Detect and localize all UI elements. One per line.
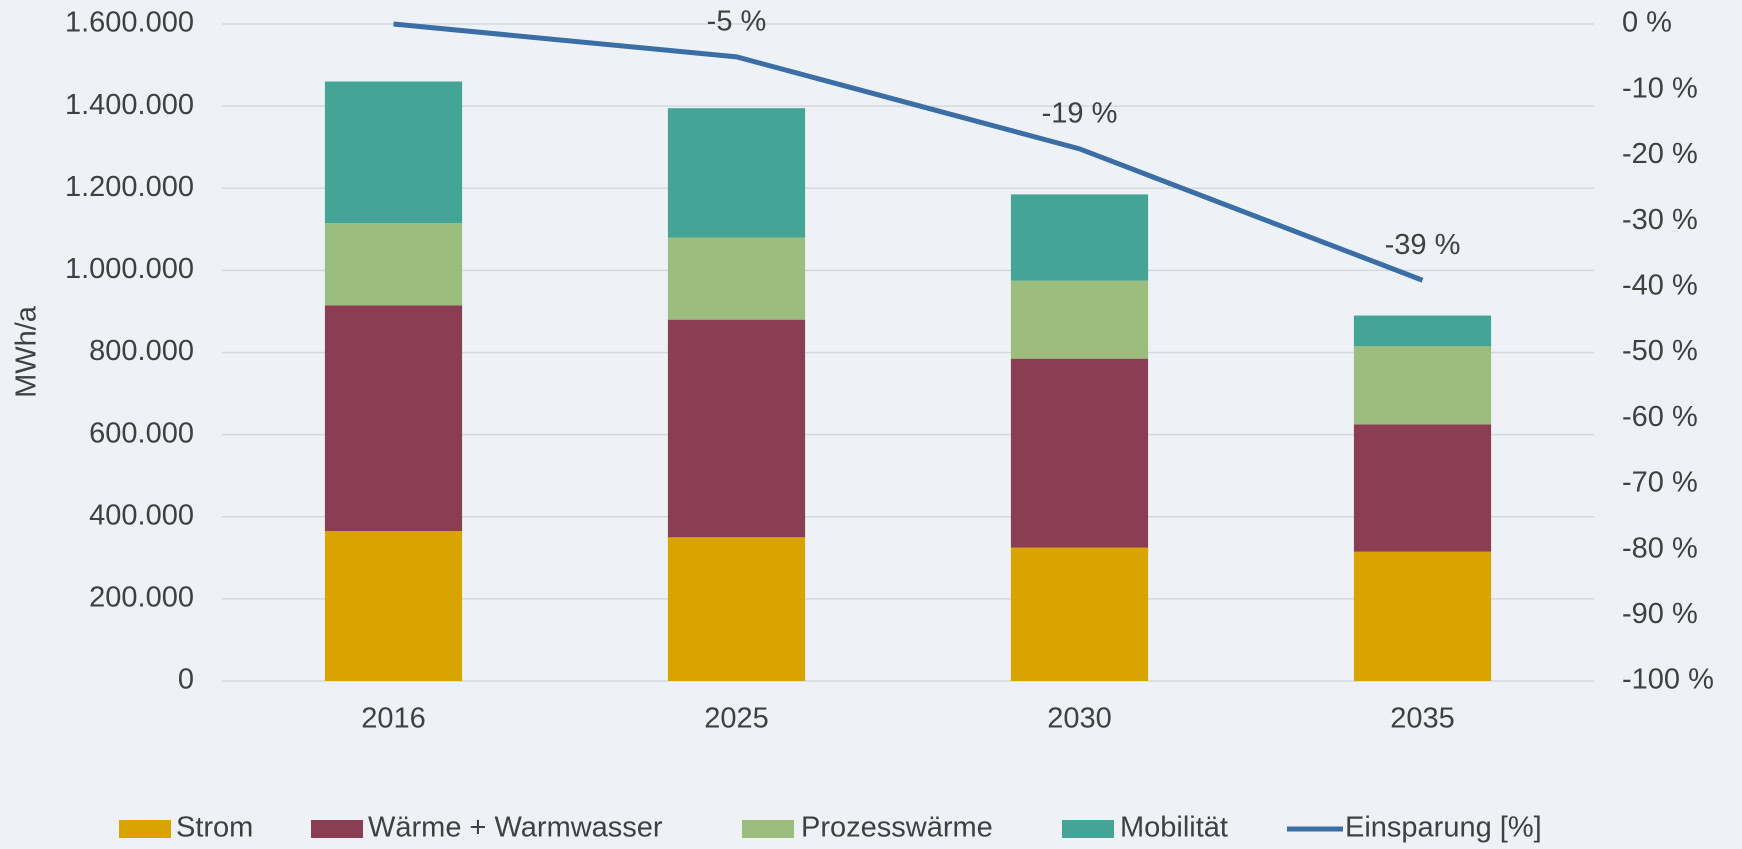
bar-segment — [667, 537, 806, 681]
y2-tick-label: -30 % — [1622, 204, 1698, 236]
y2-tick-label: -100 % — [1622, 664, 1714, 696]
legend-label: Strom — [176, 812, 253, 844]
data-label: -19 % — [1042, 97, 1118, 129]
legend-label: Mobilität — [1120, 812, 1228, 844]
y-tick-label: 600.000 — [89, 417, 194, 449]
y2-tick-label: -70 % — [1622, 467, 1698, 499]
legend-swatch — [742, 820, 794, 838]
y-tick-label: 200.000 — [89, 582, 194, 614]
legend-swatch — [119, 820, 171, 838]
y-tick-label: 0 — [178, 664, 194, 696]
bar-segment — [1353, 346, 1492, 425]
legend-label: Wärme + Warmwasser — [368, 812, 663, 844]
legend-swatch — [1062, 820, 1114, 838]
legend-label: Einsparung [%] — [1345, 812, 1542, 844]
bar-segment — [1010, 280, 1149, 359]
bar-segment — [1353, 315, 1492, 347]
y2-tick-label: -80 % — [1622, 532, 1698, 564]
bar-segment — [667, 319, 806, 538]
y2-tick-label: -50 % — [1622, 335, 1698, 367]
bar-segment — [324, 223, 463, 306]
legend-label: Prozesswärme — [801, 812, 993, 844]
data-label: -5 % — [707, 6, 767, 38]
y-axis-label: MWh/a — [11, 305, 43, 398]
x-tick-label: 2016 — [361, 703, 426, 735]
y2-tick-label: 0 % — [1622, 7, 1672, 39]
y-tick-label: 1.600.000 — [65, 7, 194, 39]
bar-segment — [1010, 194, 1149, 281]
bar-segment — [324, 81, 463, 224]
x-tick-label: 2035 — [1390, 703, 1455, 735]
bar-segment — [1010, 547, 1149, 681]
y2-tick-label: -60 % — [1622, 401, 1698, 433]
bar-segment — [667, 237, 806, 320]
y-tick-label: 1.400.000 — [65, 89, 194, 121]
bar-segment — [1010, 358, 1149, 548]
bar-segment — [324, 531, 463, 681]
x-tick-label: 2025 — [704, 703, 769, 735]
bar-segment — [1353, 551, 1492, 681]
bar-segment — [667, 108, 806, 238]
y2-tick-label: -90 % — [1622, 598, 1698, 630]
y-tick-label: 1.200.000 — [65, 171, 194, 203]
line — [393, 21, 1424, 283]
bar-segment — [1353, 424, 1492, 552]
y-tick-label: 1.000.000 — [65, 253, 194, 285]
y-tick-label: 800.000 — [89, 335, 194, 367]
legend-swatch — [311, 820, 363, 838]
y2-tick-label: -40 % — [1622, 269, 1698, 301]
y2-tick-label: -10 % — [1622, 72, 1698, 104]
bar-segment — [324, 305, 463, 532]
y-tick-label: 400.000 — [89, 499, 194, 531]
x-tick-label: 2030 — [1047, 703, 1112, 735]
y2-tick-label: -20 % — [1622, 138, 1698, 170]
data-label: -39 % — [1385, 229, 1461, 261]
